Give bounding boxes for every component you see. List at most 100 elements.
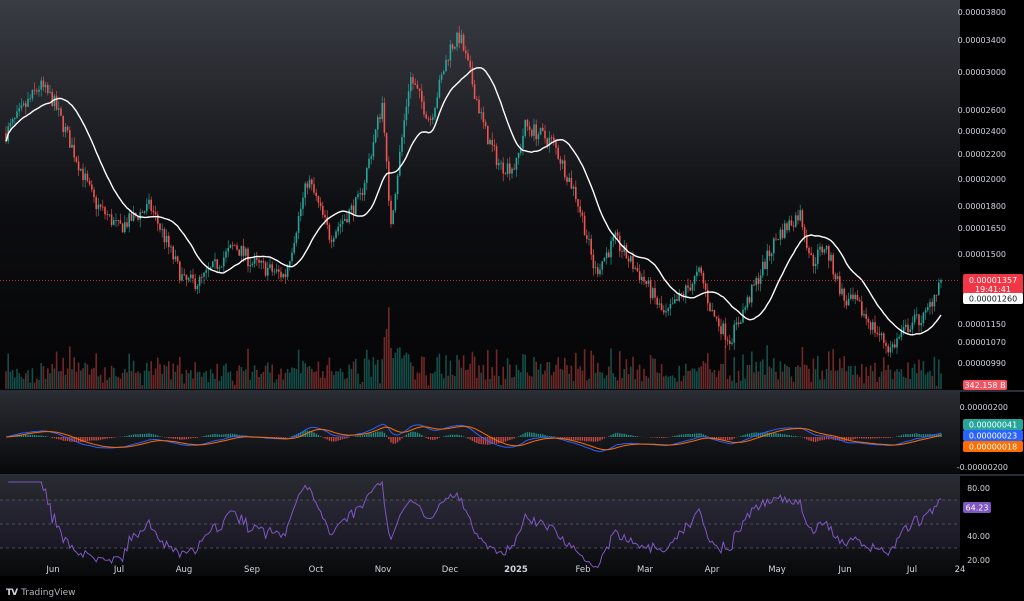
macd-histogram-bar <box>649 437 652 438</box>
candle-body <box>935 294 938 296</box>
macd-histogram-bar <box>581 437 584 441</box>
candle-body <box>165 235 168 243</box>
volume-bar <box>183 383 185 389</box>
candle-body <box>66 126 69 131</box>
macd-histogram-bar <box>911 433 914 437</box>
candle-body <box>764 261 766 270</box>
macd-histogram-bar <box>25 434 27 437</box>
candle-body <box>53 95 56 106</box>
macd-histogram-bar <box>520 435 522 437</box>
candle-body <box>253 258 256 264</box>
volume-bar <box>460 367 463 389</box>
volume-bar <box>44 378 47 389</box>
volume-bar <box>625 359 628 389</box>
volume-bar <box>786 366 788 389</box>
candle-body <box>27 98 29 107</box>
candle-body <box>718 318 720 327</box>
volume-bar <box>132 360 135 389</box>
macd-histogram-bar <box>333 437 335 442</box>
volume-bar <box>159 364 161 389</box>
rsi-pane[interactable] <box>0 476 960 576</box>
volume-bar <box>328 357 331 389</box>
macd-histogram-bar <box>280 437 282 438</box>
volume-bar <box>137 371 139 389</box>
volume-bar <box>702 360 705 389</box>
macd-histogram-bar <box>821 437 823 441</box>
candle-body <box>876 332 878 334</box>
rsi-tick-label: 80.00 <box>967 484 990 493</box>
macd-histogram-bar <box>421 434 423 437</box>
volume-bar <box>36 378 38 389</box>
candle-body <box>658 303 661 305</box>
macd-histogram-bar <box>467 437 469 439</box>
volume-bar <box>845 371 848 389</box>
candle-body <box>487 126 489 145</box>
volume-bar <box>676 381 678 389</box>
macd-axis[interactable]: 0.00000200 -0.00000200 <box>957 403 1008 472</box>
macd-histogram-bar <box>73 437 75 443</box>
volume-bar <box>480 372 482 389</box>
macd-histogram-bar <box>634 435 636 437</box>
price-pane[interactable] <box>0 0 960 390</box>
candle-body <box>88 180 91 185</box>
macd-histogram-bar <box>726 437 729 440</box>
volume-bar <box>269 372 271 389</box>
candle-body <box>143 211 146 213</box>
candle-body <box>454 46 456 49</box>
candle-body <box>357 194 359 198</box>
candle-body <box>858 300 861 302</box>
volume-bar <box>135 372 137 389</box>
macd-histogram-bar <box>135 434 137 437</box>
macd-histogram <box>7 430 942 445</box>
macd-histogram-bar <box>55 437 58 439</box>
volume-bar <box>251 371 254 389</box>
candle-body <box>597 267 599 275</box>
volume-bar <box>850 366 852 389</box>
volume-bar <box>311 368 313 389</box>
candle-body <box>561 160 564 164</box>
volume-bar <box>616 380 619 389</box>
volume-bar <box>498 375 500 389</box>
volume-bar <box>163 364 166 389</box>
tradingview-watermark[interactable]: TV TradingView <box>6 588 76 598</box>
candle-body <box>553 137 555 141</box>
macd-histogram-bar <box>632 435 634 437</box>
candle-body <box>315 192 317 196</box>
macd-histogram-bar <box>601 437 603 440</box>
volume-bar <box>799 367 801 389</box>
volume-bar <box>77 362 80 389</box>
macd-histogram-bar <box>517 436 520 437</box>
volume-bar <box>817 355 819 389</box>
time-axis-label: Dec <box>442 565 459 575</box>
macd-histogram-bar <box>363 434 366 437</box>
macd-histogram-bar <box>27 434 29 437</box>
candle-body <box>73 144 75 158</box>
macd-histogram-bar <box>548 435 551 437</box>
candle-body <box>669 303 672 309</box>
volume-bar <box>636 369 639 389</box>
candle-body <box>264 262 267 276</box>
macd-histogram-bar <box>143 433 146 437</box>
candle-body <box>528 126 531 130</box>
time-axis[interactable]: Jun Jul Aug Sep Oct Nov Dec 2025 Feb Mar Apr May Jun… <box>45 565 965 575</box>
candle-body <box>126 222 128 227</box>
macd-histogram-bar <box>339 437 342 441</box>
macd-histogram-bar <box>544 434 546 437</box>
candle-body <box>852 294 854 299</box>
volume-bar <box>214 378 216 389</box>
macd-pane[interactable] <box>0 392 960 474</box>
candle-body <box>240 245 243 256</box>
candle-body <box>212 261 214 268</box>
macd-histogram-bar <box>434 437 436 440</box>
volume-bar <box>517 369 520 389</box>
volume-bar <box>907 362 909 389</box>
macd-histogram-bar <box>698 433 700 437</box>
candle-body <box>713 310 716 317</box>
rsi-axis[interactable]: 80.00 40.00 20.00 <box>967 484 990 565</box>
volume-bar <box>905 377 907 389</box>
macd-histogram-bar <box>137 434 139 437</box>
volume-bar <box>898 371 900 389</box>
price-axis[interactable]: 0.00003800 0.00003400 0.00003000 0.00002600… <box>958 8 1006 368</box>
volume-bar <box>447 375 449 389</box>
